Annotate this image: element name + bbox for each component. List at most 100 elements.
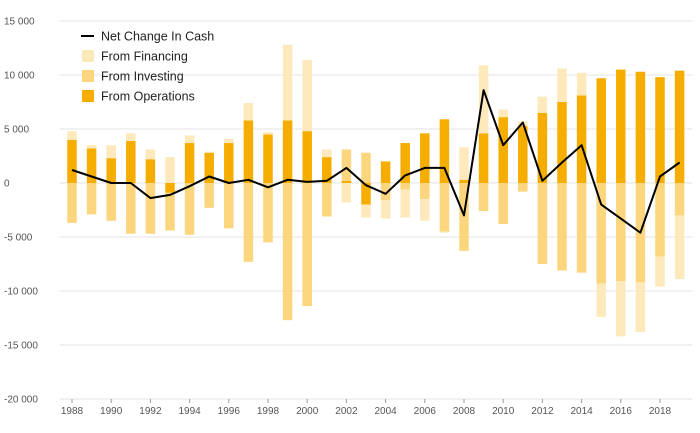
bar-from-financing-2009 [478, 65, 489, 134]
bar-from-operations-2001 [322, 157, 332, 183]
x-tick-label: 2012 [531, 406, 554, 417]
bar-from-investing-2002 [341, 149, 352, 181]
bar-from-investing-2012 [537, 183, 548, 264]
x-tick-label: 2004 [374, 406, 397, 417]
bar-from-operations-1988 [67, 139, 77, 183]
bar-from-investing-1991 [126, 183, 136, 234]
bar-from-financing-2007 [439, 231, 450, 233]
bar-from-operations-1998 [263, 134, 273, 183]
bar-from-financing-1989 [86, 145, 97, 149]
x-tick-label: 1996 [218, 406, 241, 417]
bar-from-investing-2006 [420, 183, 430, 200]
bar-from-investing-1989 [86, 183, 97, 215]
bar-from-financing-1988 [67, 131, 77, 140]
bar-from-investing-2000 [302, 183, 312, 307]
bar-from-operations-1997 [243, 120, 254, 183]
y-tick-label: -10 000 [4, 287, 38, 298]
bar-series [67, 44, 685, 337]
bar-from-financing-1990 [106, 145, 116, 159]
bar-from-operations-2009 [478, 133, 489, 183]
bar-from-investing-2001 [322, 183, 332, 217]
legend: Net Change In Cash From Financing From Inv… [81, 30, 214, 104]
bar-from-financing-1997 [243, 103, 254, 121]
x-tick-label: 2000 [296, 406, 319, 417]
legend-label: From Financing [101, 50, 188, 64]
y-tick-label: -15 000 [4, 341, 38, 352]
bar-from-financing-2003 [361, 204, 371, 218]
bar-from-financing-2008 [459, 147, 469, 180]
legend-swatch [82, 90, 94, 102]
x-tick-label: 2014 [570, 406, 593, 417]
bar-from-operations-2015 [596, 78, 606, 183]
bar-from-financing-2013 [557, 68, 567, 102]
bar-from-operations-2003 [361, 183, 371, 205]
bar-from-operations-2012 [537, 112, 548, 183]
bar-from-operations-2016 [616, 69, 626, 183]
bar-from-investing-2010 [498, 183, 508, 225]
bar-from-operations-2017 [635, 71, 646, 183]
bar-from-investing-1988 [67, 183, 77, 223]
bar-from-financing-2001 [322, 149, 332, 158]
y-tick-label: 5 000 [4, 125, 29, 136]
bar-from-investing-2011 [518, 183, 528, 192]
bar-from-financing-1993 [165, 157, 175, 183]
bar-from-investing-2019 [674, 183, 685, 216]
bar-from-financing-1999 [282, 44, 293, 121]
bar-from-investing-1998 [263, 183, 273, 243]
bar-from-operations-2018 [655, 77, 665, 183]
x-tick-label: 2010 [492, 406, 515, 417]
bar-from-operations-1992 [145, 159, 156, 183]
bar-from-investing-2005 [400, 183, 410, 190]
legend-swatch [82, 50, 94, 62]
bar-from-investing-2013 [557, 183, 567, 271]
bar-from-investing-1993 [165, 192, 175, 231]
bar-from-investing-2016 [616, 183, 626, 282]
bar-from-financing-2005 [400, 189, 410, 218]
bar-from-financing-2016 [616, 281, 626, 337]
bar-from-financing-2014 [576, 72, 587, 96]
bar-from-operations-2007 [439, 119, 450, 183]
bar-from-investing-2007 [439, 183, 450, 232]
bar-from-investing-1999 [282, 183, 293, 321]
bar-from-investing-1994 [184, 183, 195, 235]
bar-from-financing-1992 [145, 149, 156, 160]
bar-from-financing-2018 [655, 256, 665, 287]
bar-from-financing-1995 [204, 151, 214, 153]
bar-from-financing-2017 [635, 282, 646, 333]
legend-swatch [82, 70, 94, 82]
bar-from-operations-2011 [518, 125, 528, 183]
bar-from-operations-2005 [400, 143, 410, 183]
bar-from-financing-2006 [420, 199, 430, 221]
bar-from-investing-1996 [224, 183, 234, 229]
bar-from-operations-1993 [165, 183, 175, 193]
x-tick-label: 1994 [178, 406, 201, 417]
x-axis: 1988 1990 1992 1994 1996 1998 2000 2002 2004 2006… [61, 399, 672, 417]
bar-from-operations-1999 [282, 120, 293, 183]
x-tick-label: 2002 [335, 406, 358, 417]
bar-from-financing-1991 [126, 133, 136, 141]
bar-from-operations-2013 [557, 102, 567, 183]
x-tick-label: 2016 [610, 406, 633, 417]
y-tick-label: -20 000 [4, 395, 38, 406]
bar-from-operations-2019 [674, 70, 685, 183]
bar-from-investing-2015 [596, 183, 606, 284]
bar-from-financing-2010 [498, 109, 508, 118]
bar-from-operations-1994 [184, 143, 195, 183]
bar-from-investing-2018 [655, 183, 665, 257]
y-tick-label: 0 [4, 179, 10, 190]
legend-label: From Operations [101, 90, 195, 104]
net-change-line [71, 89, 681, 234]
bar-from-operations-2000 [302, 131, 312, 183]
bar-from-operations-1996 [224, 143, 234, 183]
bar-from-operations-2002 [341, 180, 352, 183]
bar-from-investing-2003 [361, 152, 371, 183]
bar-from-financing-1996 [224, 138, 234, 144]
bar-from-financing-1998 [263, 132, 273, 135]
net-change-line-series [71, 89, 681, 234]
x-tick-label: 1998 [257, 406, 280, 417]
x-tick-label: 1992 [139, 406, 162, 417]
y-tick-label: 10 000 [4, 71, 35, 82]
bar-from-operations-1989 [86, 148, 97, 183]
x-tick-label: 1990 [100, 406, 123, 417]
